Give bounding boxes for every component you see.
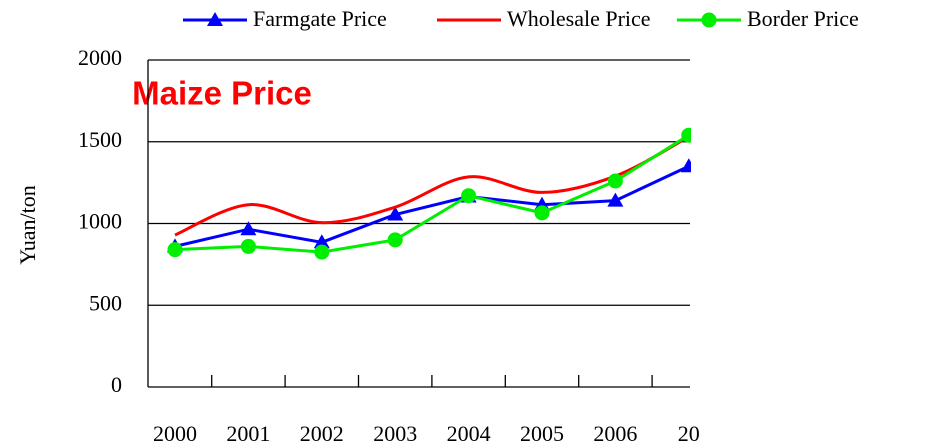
marker bbox=[534, 205, 550, 221]
marker bbox=[461, 188, 477, 204]
marker bbox=[680, 158, 691, 173]
marker bbox=[387, 232, 403, 248]
marker bbox=[313, 234, 330, 249]
x-tick-label: 2001 bbox=[226, 421, 270, 443]
marker bbox=[607, 192, 624, 207]
x-tick-label: 2000 bbox=[153, 421, 197, 443]
marker bbox=[681, 127, 691, 143]
x-tick-label: 20 bbox=[678, 421, 700, 443]
marker bbox=[167, 242, 183, 258]
chart-title: Maize Price bbox=[132, 75, 312, 112]
y-tick-label: 1000 bbox=[78, 209, 122, 234]
x-tick-label: 2002 bbox=[300, 421, 344, 443]
x-tick-label: 2006 bbox=[593, 421, 637, 443]
legend: Farmgate Price Wholesale Price Border Pric… bbox=[183, 6, 859, 31]
series-line bbox=[174, 164, 690, 248]
x-tick-label: 2004 bbox=[447, 421, 491, 443]
y-tick-label: 0 bbox=[111, 372, 122, 397]
marker bbox=[387, 206, 404, 221]
legend-label: Farmgate Price bbox=[253, 6, 387, 31]
y-axis-label: Yuan/ton bbox=[15, 185, 40, 264]
x-tick-label: 2005 bbox=[520, 421, 564, 443]
marker bbox=[314, 244, 330, 260]
marker bbox=[607, 173, 623, 189]
marker bbox=[207, 12, 223, 26]
marker bbox=[240, 238, 256, 254]
plot-area bbox=[167, 127, 691, 260]
legend-label: Wholesale Price bbox=[507, 6, 651, 31]
marker bbox=[240, 221, 257, 236]
x-tick-label: 2003 bbox=[373, 421, 417, 443]
legend-label: Border Price bbox=[747, 6, 859, 31]
series-line bbox=[174, 133, 690, 254]
y-tick-label: 1500 bbox=[78, 127, 122, 152]
marker bbox=[701, 12, 717, 28]
grid bbox=[147, 59, 690, 388]
y-tick-label: 2000 bbox=[78, 45, 122, 70]
y-tick-label: 500 bbox=[89, 290, 122, 315]
